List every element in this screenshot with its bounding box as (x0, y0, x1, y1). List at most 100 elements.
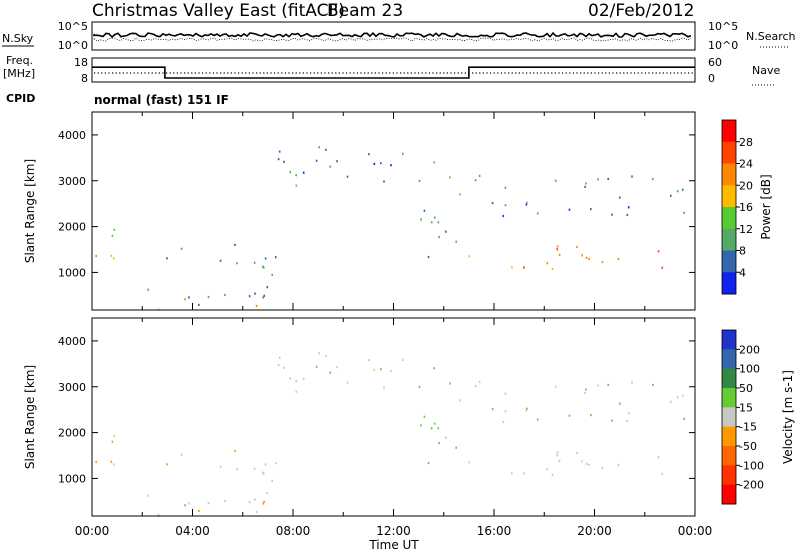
y-tick-label: 4000 (58, 129, 86, 142)
power-echo-point (681, 188, 684, 191)
power-echo-point (670, 194, 672, 197)
power-echo-point (262, 266, 265, 269)
velocity-echo-point (556, 454, 558, 457)
power-echo-point (683, 211, 685, 214)
velocity-colorbar: 200 100 50 15 -15 -50 -100 -200 Velocity [m s-1… (721, 329, 795, 505)
velocity-echo-point (430, 427, 433, 430)
velocity-colorbar-segment (722, 330, 736, 350)
velocity-echo-point (438, 442, 440, 445)
velocity-echo-point (568, 414, 571, 417)
power-echo-point (502, 214, 505, 218)
velocity-echo-point (198, 509, 200, 512)
velocity-echo-point (402, 358, 404, 361)
power-echo-point (262, 296, 265, 299)
power-echo-point (468, 255, 471, 258)
power-echo-point (631, 175, 633, 178)
velocity-colorbar-segment (722, 388, 736, 408)
power-echo-point (346, 175, 349, 178)
power-echo-point (449, 176, 451, 179)
nsearch-tick-bottom: 10^0 (708, 39, 738, 52)
velocity-echo-point (491, 408, 494, 411)
velocity-echo-point (437, 427, 440, 430)
power-echo-point (295, 184, 298, 187)
power-echo-point (576, 245, 578, 248)
velocity-echo-point (390, 370, 392, 373)
freq-panel: Freq. [MHz] 18 8 60 0 Nave (3, 54, 780, 86)
power-echo-point (585, 182, 587, 185)
velocity-echo-point (601, 467, 604, 470)
power-echo-point (278, 150, 281, 153)
beam-label: Beam 23 (327, 1, 403, 21)
cpid-label: CPID (6, 92, 35, 105)
velocity-colorbar-tick: 50 (739, 382, 753, 395)
power-panel: 4000 3000 2000 1000 Slant Range [km] (23, 111, 696, 311)
velocity-scale-label: Velocity [m s-1] (781, 370, 795, 464)
velocity-echo-point (234, 449, 236, 452)
y-tick-label: 1000 (58, 266, 86, 279)
power-colorbar-tick: 16 (739, 201, 753, 214)
nsearch-label: N.Search (746, 30, 796, 43)
power-echo-point (438, 236, 440, 239)
velocity-echo-point (262, 471, 264, 474)
power-echo-point (112, 257, 115, 260)
power-echo-point (430, 221, 433, 224)
velocity-echo-point (536, 418, 539, 421)
power-ylabel: Slant Range [km] (23, 159, 37, 263)
x-tick-label: 16:00 (477, 524, 512, 538)
power-echo-point (474, 179, 477, 182)
power-echo-point (402, 152, 404, 155)
power-echo-point (433, 216, 436, 219)
velocity-echo-point (474, 385, 477, 388)
velocity-colorbar-segment (722, 407, 736, 428)
velocity-echo-point (248, 501, 251, 504)
velocity-echo-point (433, 367, 435, 370)
velocity-echo-point (383, 386, 385, 389)
power-echo-point (113, 228, 116, 231)
velocity-colorbar-segment (722, 446, 736, 466)
velocity-echo-point (585, 388, 587, 391)
velocity-echo-point (584, 391, 586, 394)
power-colorbar-segment (722, 141, 736, 164)
velocity-colorbar-segment (722, 349, 736, 370)
nave-label: Nave (752, 64, 780, 77)
power-echo-point (525, 203, 528, 206)
power-echo-point (585, 256, 588, 259)
power-echo-point (504, 204, 507, 207)
date-label: 02/Feb/2012 (588, 1, 694, 21)
power-echo-point (111, 234, 114, 237)
power-echo-point (184, 298, 186, 301)
x-tick-label: 00:00 (678, 524, 713, 538)
nsky-tick-top: 10^5 (58, 20, 88, 33)
velocity-echo-point (180, 453, 183, 456)
cpid-text: normal (fast) 151 IF (94, 93, 229, 107)
velocity-echo-point (657, 456, 660, 459)
frequency-trace (92, 66, 695, 79)
power-echo-point (607, 177, 609, 180)
freq-tick-top: 18 (74, 56, 88, 69)
y-tick-label: 4000 (58, 335, 86, 348)
velocity-echo-point (607, 383, 609, 386)
velocity-echo-point (433, 422, 436, 425)
velocity-echo-point (111, 440, 114, 443)
velocity-ylabel: Slant Range [km] (23, 365, 37, 469)
power-colorbar-tick: 4 (739, 266, 746, 279)
velocity-echo-point (590, 414, 592, 417)
power-echo-point (445, 230, 447, 233)
velocity-echo-point (368, 359, 370, 362)
power-echo-point (315, 159, 318, 162)
power-echo-point (423, 209, 426, 212)
velocity-echo-point (207, 501, 210, 505)
x-tick-label: 20:00 (577, 524, 612, 538)
power-echo-point (581, 254, 583, 257)
nave-tick-top: 60 (708, 56, 722, 69)
velocity-echo-point (166, 463, 168, 466)
velocity-echo-point (318, 352, 320, 355)
y-tick-label: 3000 (58, 175, 86, 188)
power-echo-point (234, 243, 236, 246)
freq-label: Freq. (6, 54, 33, 67)
power-echo-point (491, 202, 494, 205)
power-echo-point (420, 218, 422, 221)
velocity-echo-point (219, 465, 222, 468)
power-echo-point (295, 174, 297, 177)
velocity-colorbar-tick: -100 (739, 459, 764, 472)
